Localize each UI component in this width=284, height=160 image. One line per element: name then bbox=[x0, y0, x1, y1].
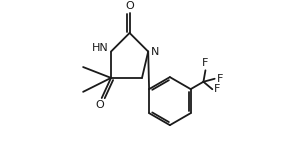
Text: O: O bbox=[125, 1, 134, 11]
Text: O: O bbox=[96, 100, 105, 110]
Text: F: F bbox=[202, 58, 209, 68]
Text: HN: HN bbox=[92, 44, 109, 53]
Text: F: F bbox=[214, 84, 221, 94]
Text: F: F bbox=[216, 74, 223, 84]
Text: N: N bbox=[151, 47, 159, 56]
